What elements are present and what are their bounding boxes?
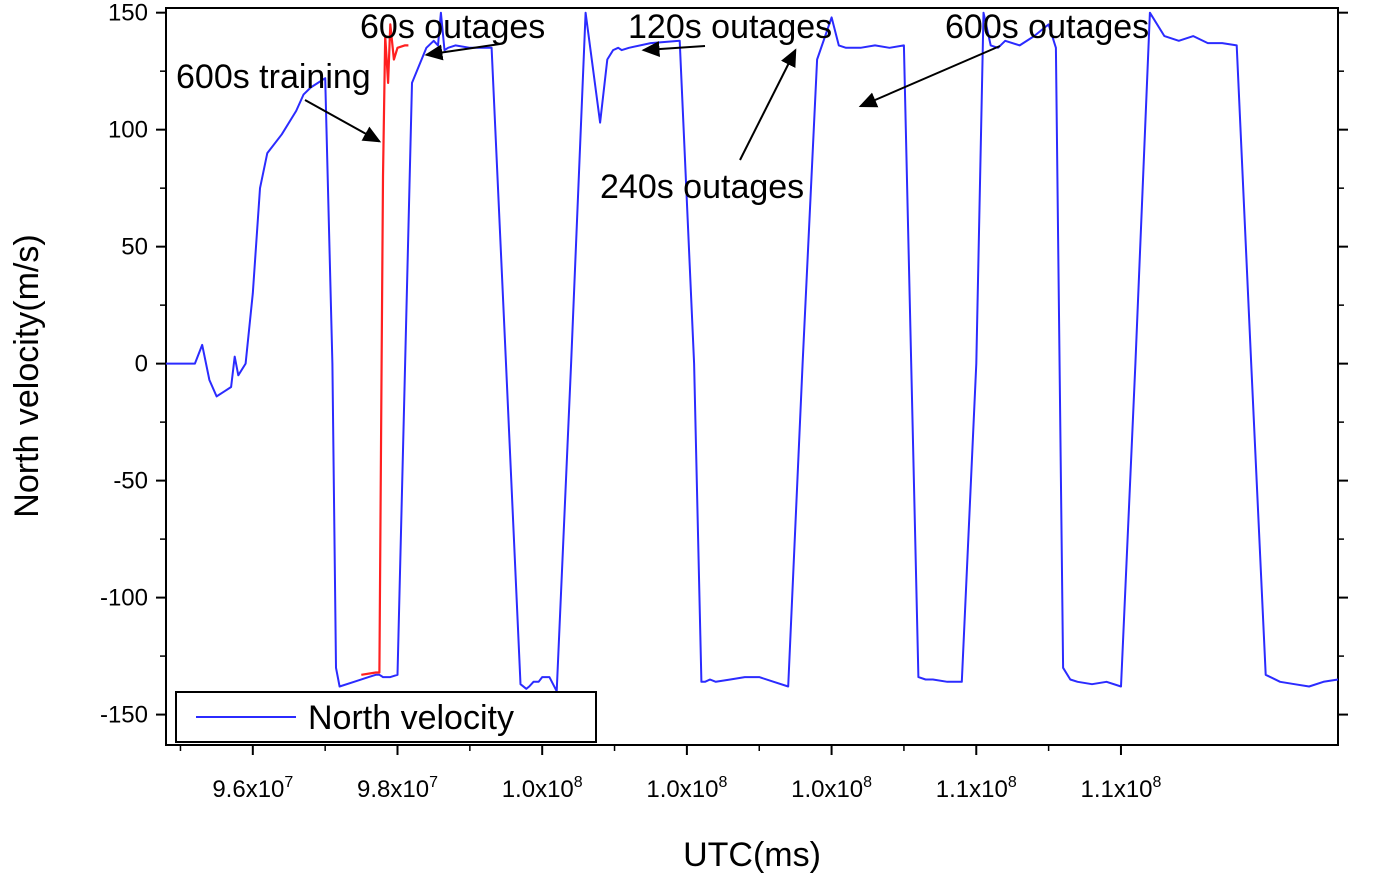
annotation-label: 60s outages (360, 8, 545, 46)
series-line-north-velocity (166, 11, 1339, 693)
annotation-arrow (858, 45, 1001, 108)
plot-frame (165, 7, 1339, 746)
y-tick-label: 100 (108, 117, 148, 144)
y-tick-label: 150 (108, 0, 148, 27)
x-tick-label: 9.6x107 (212, 774, 293, 803)
annotation-arrow (304, 99, 382, 143)
legend: North velocity (175, 691, 597, 743)
y-tick-label: -50 (113, 468, 148, 495)
y-tick-label: -100 (100, 585, 148, 612)
annotation-arrow (424, 43, 501, 61)
y-axis-label: North velocity(m/s) (8, 234, 46, 517)
x-tick-label: 1.1x108 (936, 774, 1017, 803)
annotation-label: 600s training (176, 58, 371, 96)
annotation-label: 240s outages (600, 168, 804, 206)
y-tick-labels: 150 100 50 0 -50 -100 -150 (100, 0, 148, 729)
x-tick-label: 9.8x107 (357, 774, 438, 803)
axis-ticks (156, 11, 1348, 755)
y-tick-label: 50 (121, 234, 148, 261)
highlight-layer (361, 23, 409, 676)
outage-highlight-line (361, 23, 409, 676)
series-layer (166, 11, 1339, 693)
x-axis-label: UTC(ms) (683, 836, 821, 874)
annotations: 600s training 60s outages 120s outages 240s… (176, 8, 1149, 206)
annotation-arrow (739, 48, 797, 161)
annotation-label: 120s outages (628, 8, 832, 46)
x-tick-label: 1.0x108 (791, 774, 872, 803)
x-tick-labels: 9.6x107 9.8x107 1.0x108 1.0x108 1.0x108 1.1x1… (212, 774, 1161, 803)
x-tick-label: 1.0x108 (502, 774, 583, 803)
legend-box (175, 691, 597, 743)
x-tick-label: 1.1x108 (1080, 774, 1161, 803)
legend-label-north-velocity: North velocity (308, 699, 514, 737)
y-tick-label: -150 (100, 702, 148, 729)
x-tick-label: 1.0x108 (646, 774, 727, 803)
y-tick-label: 0 (135, 351, 148, 378)
annotation-label: 600s outages (945, 8, 1149, 46)
annotation-arrow (641, 41, 706, 58)
